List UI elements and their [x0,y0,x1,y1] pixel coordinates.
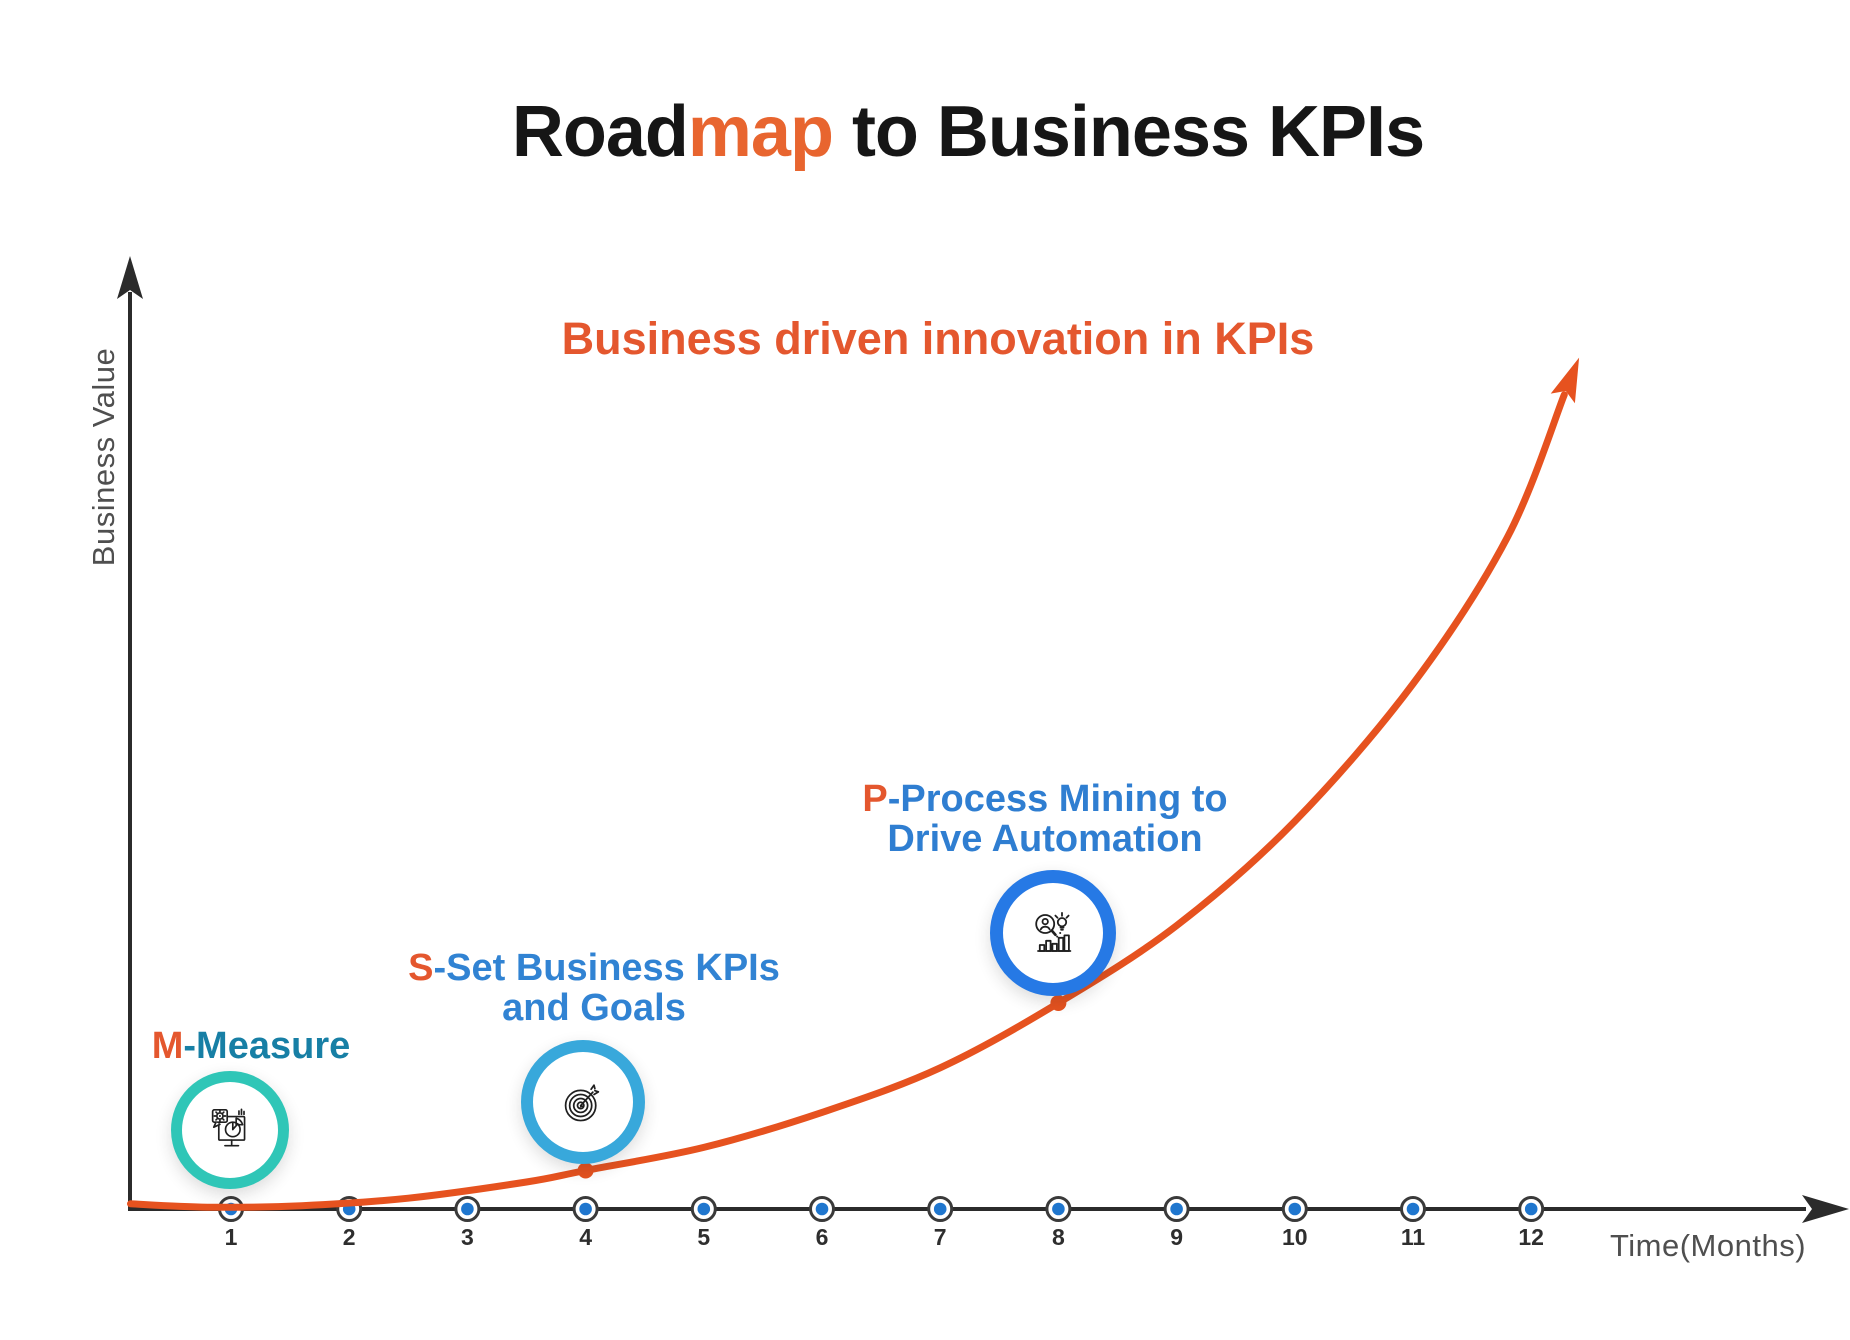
chart-annotation: Business driven innovation in KPIs [561,313,1315,364]
milestone-label-line2: and Goals [502,987,686,1029]
title-suffix: to Business KPIs [832,92,1425,172]
process-mining-icon [1035,912,1072,952]
target-goal-icon [564,1084,600,1122]
milestone-circle-target [521,1040,645,1164]
growth-curve-path [127,391,1568,1211]
month-tick-dot [1288,1202,1302,1216]
milestone-label-line: P-Process Mining to [862,779,1227,819]
y-axis-arrow-icon [117,256,143,299]
milestone-letter-s: S [408,947,434,989]
milestone-label-line: M-Measure [152,1026,351,1066]
milestone-circle-process-mining [990,870,1116,996]
month-tick-dot [1406,1202,1420,1216]
milestone-letter-m: M [151,1025,184,1067]
month-tick-label: 2 [343,1224,356,1250]
milestone-letter-p: P [862,778,888,820]
growth-curve-arrow-icon [1550,357,1580,404]
x-axis-label: Time(Months) [1609,1228,1807,1263]
month-tick-dot [1524,1202,1538,1216]
month-tick-label: 3 [461,1224,474,1250]
milestone-label-process-mining: P-Process Mining to Drive Automation [862,779,1227,859]
axes [117,256,1849,1223]
title-highlight: map [687,92,834,172]
month-tick-dot [461,1202,474,1216]
milestone-label-line2: Drive Automation [887,818,1203,860]
month-tick-label: 12 [1518,1224,1544,1250]
curve-milestone-dot [577,1162,594,1179]
measure-analytics-icon [211,1108,246,1147]
month-tick-dot [579,1202,592,1216]
title-prefix: Road [511,92,689,172]
milestone-label-measure: M-Measure [152,1026,351,1066]
month-tick-label: 1 [225,1224,238,1250]
milestone-text: -Set Business KPIs [433,947,780,989]
month-tick-label: 7 [934,1224,947,1250]
milestone-label-set-kpis: S-Set Business KPIs and Goals [408,948,780,1028]
milestone-label-line: S-Set Business KPIs [408,948,780,988]
month-tick-dot [815,1202,829,1216]
month-tick-label: 4 [579,1224,592,1250]
month-markers: 1 2 3 4 5 6 7 8 9 10 11 12 [218,1196,1545,1250]
month-tick-label: 9 [1170,1224,1183,1250]
month-tick-dot [1170,1202,1183,1216]
month-tick-label: 8 [1052,1224,1065,1250]
growth-curve [127,357,1580,1211]
milestone-text: -Process Mining to [887,778,1228,820]
month-tick-label: 6 [816,1224,829,1250]
page-title: Roadmap to Business KPIs [512,96,1425,168]
month-tick-label: 11 [1401,1224,1426,1250]
milestone-circle-measure [171,1071,289,1189]
month-tick-dot [1052,1202,1065,1216]
month-tick-label: 5 [697,1224,710,1250]
month-tick-label: 10 [1282,1224,1308,1250]
month-tick-dot [933,1202,947,1216]
curve-milestone-dot [1050,994,1067,1011]
month-tick-dot [697,1202,711,1216]
x-axis-arrow-icon [1802,1195,1849,1223]
milestone-text: -Measure [183,1025,351,1067]
